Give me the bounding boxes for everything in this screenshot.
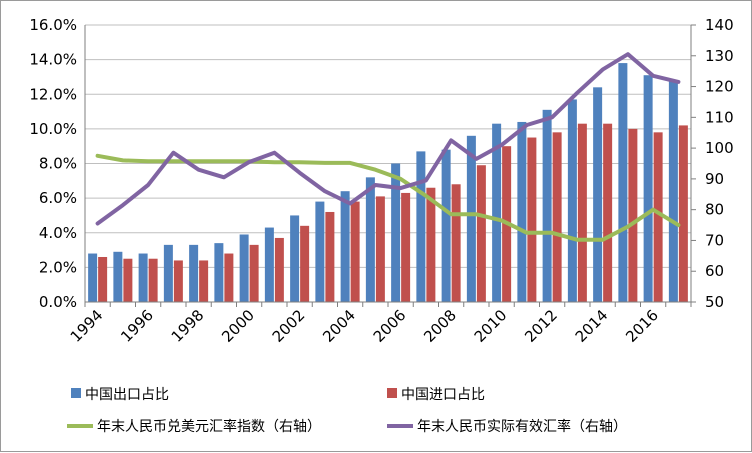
y-right-tick-label: 80 (705, 201, 724, 219)
legend-label: 中国出口占比 (85, 387, 169, 403)
bar-import (123, 258, 133, 302)
bar-import (173, 260, 183, 302)
y-left-tick-label: 8.0% (39, 155, 77, 173)
legend-reer: 年末人民币实际有效汇率（右轴） (387, 418, 627, 435)
y-left-tick-label: 0.0% (39, 293, 77, 311)
bar-import (628, 128, 638, 302)
legend-swatch (71, 388, 81, 398)
bar-export (441, 149, 451, 302)
y-right-tick-label: 140 (705, 16, 734, 34)
y-right-tick-label: 120 (705, 78, 734, 96)
y-right-tick-label: 70 (705, 231, 724, 249)
bar-export (163, 244, 173, 302)
bar-export (567, 99, 577, 302)
bar-import (249, 244, 259, 302)
y-left-tick-label: 16.0% (29, 16, 77, 34)
bar-export (593, 87, 603, 302)
x-tick-label: 2000 (218, 306, 258, 346)
bar-export (113, 251, 123, 302)
legend-label: 年末人民币兑美元汇率指数（右轴） (97, 418, 321, 435)
bar-export (340, 191, 350, 302)
bar-import (603, 123, 613, 303)
y-right-tick-label: 50 (705, 293, 724, 311)
bar-import (577, 123, 587, 303)
bar-import (199, 260, 209, 302)
x-tick-label: 2004 (319, 306, 359, 346)
bar-export (416, 151, 426, 302)
line-reer (95, 52, 681, 226)
bar-import (325, 211, 335, 302)
bar-export (542, 109, 552, 302)
y-left-tick-label: 14.0% (29, 51, 77, 69)
x-tick-label: 2014 (572, 306, 612, 346)
bar-import (451, 184, 461, 302)
y-left-tick-label: 2.0% (39, 258, 77, 276)
bar-import (224, 253, 234, 302)
legend-usd-index: 年末人民币兑美元汇率指数（右轴） (67, 418, 321, 435)
bar-import (375, 196, 385, 302)
y-left-tick-label: 6.0% (39, 189, 77, 207)
y-right-tick-label: 110 (705, 108, 734, 126)
x-tick-label: 2002 (269, 306, 309, 346)
axes (84, 24, 696, 307)
y-left-tick-label: 12.0% (29, 85, 77, 103)
x-tick-label: 2012 (521, 306, 561, 346)
legend-import: 中国进口占比 (387, 387, 485, 403)
bar-export (365, 177, 375, 302)
bar-export (88, 253, 98, 302)
bar-import (426, 187, 436, 302)
bar-export (290, 215, 300, 302)
x-tick-label: 2010 (471, 306, 511, 346)
bar-import (678, 125, 688, 302)
series-lines (95, 52, 681, 242)
x-tick-label: 1996 (117, 306, 157, 346)
y-right-tick-label: 100 (705, 139, 734, 157)
legend-swatch (387, 388, 397, 398)
y-right-tick-label: 90 (705, 170, 724, 188)
bar-export (264, 227, 274, 302)
bar-import (401, 192, 411, 302)
y-right-tick-label: 60 (705, 262, 724, 280)
y-right-tick-label: 130 (705, 47, 734, 65)
bar-export (391, 163, 401, 302)
x-tick-label: 2016 (622, 306, 662, 346)
y-left-tick-label: 10.0% (29, 120, 77, 138)
bar-import (527, 137, 537, 302)
bar-export (668, 80, 678, 303)
bar-import (98, 256, 108, 302)
bar-import (300, 225, 310, 302)
bar-import (552, 132, 562, 302)
bar-import (653, 132, 663, 302)
line-usd-index (95, 153, 681, 242)
bar-export (466, 135, 476, 302)
legend-label: 中国进口占比 (401, 387, 485, 403)
bar-import (350, 201, 360, 302)
bars (88, 63, 688, 303)
bar-export (138, 253, 148, 302)
bar-import (274, 237, 284, 302)
bar-export (189, 244, 199, 302)
legend-label: 年末人民币实际有效汇率（右轴） (417, 418, 627, 435)
legend-export: 中国出口占比 (71, 387, 169, 403)
bar-export (643, 75, 653, 302)
bar-export (239, 234, 249, 302)
bar-export (517, 121, 527, 302)
bar-export (315, 201, 325, 302)
bar-export (618, 63, 628, 303)
bar-export (214, 243, 224, 302)
x-tick-label: 2006 (370, 306, 410, 346)
x-tick-label: 1998 (168, 306, 208, 346)
x-tick-label: 1994 (67, 306, 107, 346)
y-left-tick-label: 4.0% (39, 224, 77, 242)
bar-export (492, 123, 502, 303)
bar-import (148, 258, 158, 302)
bar-import (476, 165, 486, 302)
x-tick-label: 2008 (420, 306, 460, 346)
